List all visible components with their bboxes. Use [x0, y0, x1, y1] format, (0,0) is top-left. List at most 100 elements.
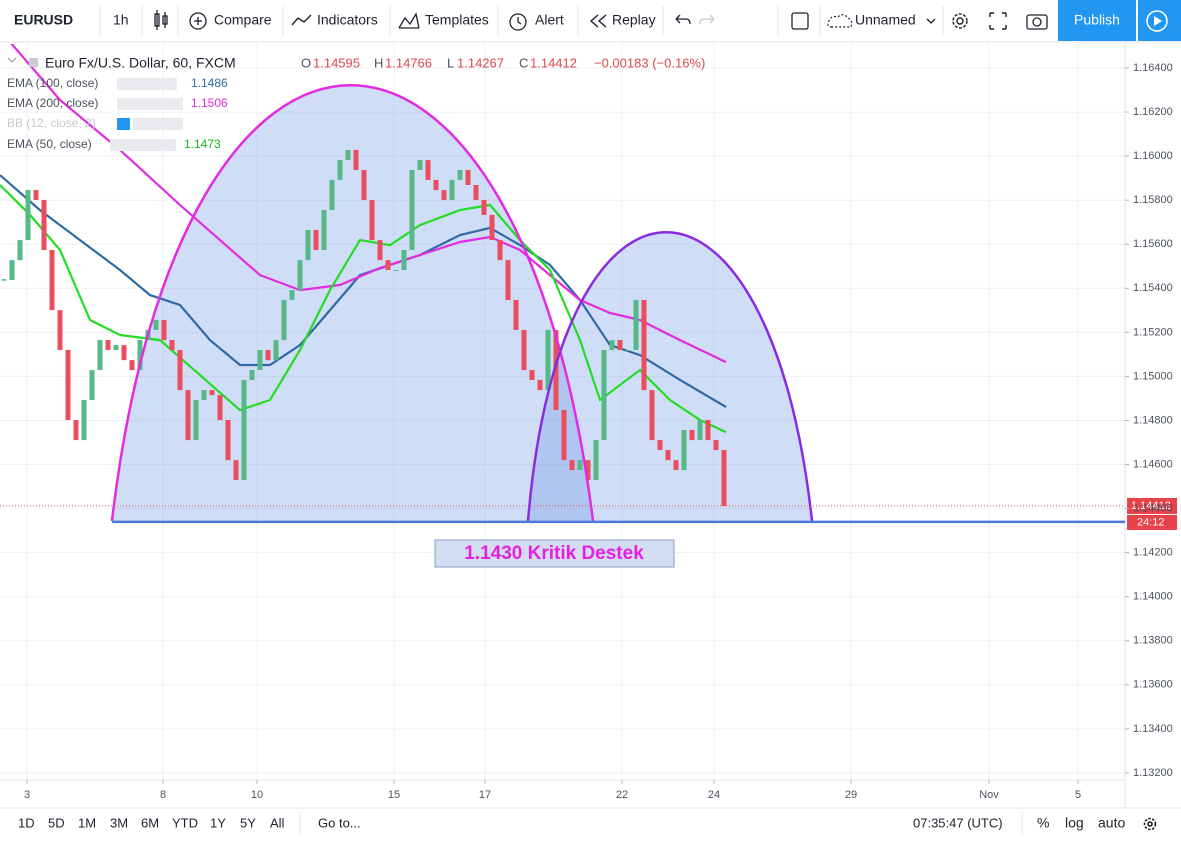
range-button[interactable]: 5Y [240, 815, 256, 830]
x-tick-label: 17 [479, 789, 491, 801]
indicator-value: 1.1486 [191, 76, 228, 90]
candle [305, 229, 311, 261]
undo-button[interactable] [675, 14, 691, 25]
range-button[interactable]: All [270, 815, 285, 830]
indicator-name[interactable]: BB (12, close, 2) [7, 116, 96, 130]
y-tick-label: 1.15800 [1133, 194, 1173, 206]
price-tag-label: 1.14412 [1131, 500, 1171, 512]
log-toggle[interactable]: log [1065, 815, 1084, 831]
candle [73, 420, 79, 441]
alert-icon[interactable] [509, 13, 527, 31]
candle [713, 440, 719, 451]
interval[interactable]: 1h [113, 12, 129, 28]
range-button[interactable]: 1D [18, 815, 35, 830]
settings-button[interactable] [952, 13, 968, 29]
goto-button[interactable]: Go to... [318, 815, 361, 830]
range-button[interactable]: 6M [141, 815, 159, 830]
replay-play-button[interactable] [1138, 0, 1181, 41]
candle [585, 460, 591, 480]
candle [249, 370, 255, 380]
candle [281, 299, 287, 341]
candle [385, 260, 391, 271]
visibility-toggle[interactable] [117, 118, 130, 130]
candle [617, 340, 623, 350]
publish-label[interactable]: Publish [1074, 12, 1120, 28]
candle [297, 260, 303, 291]
alert-button[interactable]: Alert [535, 12, 564, 28]
candle [625, 349, 631, 351]
candle [177, 349, 183, 391]
layout-dropdown[interactable] [926, 18, 936, 24]
publish-button[interactable] [1058, 0, 1136, 41]
range-button[interactable]: 5D [48, 815, 65, 830]
range-button[interactable]: 3M [110, 815, 128, 830]
range-button[interactable]: YTD [172, 815, 198, 830]
ohlc-key: C [519, 55, 528, 70]
symbol-icon [29, 58, 38, 67]
indicator-name[interactable]: EMA (50, close) [7, 137, 92, 151]
candle [257, 349, 263, 371]
candle [233, 460, 239, 480]
candle [441, 190, 447, 200]
compare-icon[interactable] [189, 12, 207, 30]
candle [489, 214, 495, 241]
y-tick-label: 1.13400 [1133, 723, 1173, 735]
y-tick-label: 1.14800 [1133, 414, 1173, 426]
symbol[interactable]: EURUSD [14, 12, 73, 28]
y-tick-label: 1.14200 [1133, 547, 1173, 559]
candle [81, 399, 87, 441]
candle [153, 320, 159, 330]
y-tick-label: 1.15200 [1133, 326, 1173, 338]
chart-style-icon[interactable] [154, 10, 168, 30]
fullscreen-button[interactable] [989, 12, 1007, 30]
legend: Euro Fx/U.S. Dollar, 60, FXCM O 1.14595 … [7, 55, 705, 151]
templates-icon[interactable] [398, 12, 420, 29]
overlay: 1.14412 24:12 [0, 497, 1177, 530]
candle [89, 370, 95, 400]
collapse-icon[interactable] [7, 57, 17, 63]
countdown-tag [1127, 514, 1177, 530]
templates-button[interactable]: Templates [425, 12, 489, 28]
candle [497, 240, 503, 261]
candle [393, 270, 399, 272]
range-button[interactable]: 1Y [210, 815, 226, 830]
arc-outline[interactable] [526, 231, 814, 522]
indicator-value: 1.1473 [184, 137, 221, 151]
redo-button[interactable] [699, 14, 715, 25]
annotation-text[interactable]: 1.1430 Kritik Destek [464, 543, 644, 564]
candle [561, 410, 567, 461]
annotation-box[interactable] [434, 539, 675, 568]
snapshot-button[interactable] [1026, 14, 1048, 30]
y-tick-label: 1.15000 [1133, 370, 1173, 382]
range-button[interactable]: 1M [78, 815, 96, 830]
compare-button[interactable]: Compare [214, 12, 272, 28]
candle [593, 440, 599, 480]
layout-icon[interactable] [791, 12, 809, 30]
candle [721, 450, 727, 506]
clock: 07:35:47 (UTC) [913, 815, 1003, 830]
arc-outline[interactable] [110, 84, 595, 522]
candle [649, 390, 655, 441]
indicators-icon[interactable] [291, 14, 312, 26]
auto-toggle[interactable]: auto [1098, 815, 1125, 831]
candles [1, 149, 727, 506]
replay-button[interactable]: Replay [612, 12, 656, 28]
candle [25, 190, 31, 241]
indicators-button[interactable]: Indicators [317, 12, 378, 28]
candle [697, 420, 703, 441]
candle [577, 460, 583, 471]
y-tick-label: 1.13800 [1133, 635, 1173, 647]
replay-icon[interactable] [589, 14, 607, 28]
candle [33, 190, 39, 200]
indicator-controls[interactable] [117, 98, 183, 110]
layout-name[interactable]: Unnamed [855, 12, 916, 28]
axis-settings-button[interactable] [1143, 817, 1157, 831]
percent-toggle[interactable]: % [1037, 815, 1049, 831]
indicator-controls[interactable] [133, 118, 183, 130]
candle [705, 420, 711, 441]
indicator-controls[interactable] [117, 78, 177, 90]
indicator-controls[interactable] [110, 139, 176, 151]
indicator-name[interactable]: EMA (100, close) [7, 76, 98, 90]
indicator-name[interactable]: EMA (200, close) [7, 96, 98, 110]
